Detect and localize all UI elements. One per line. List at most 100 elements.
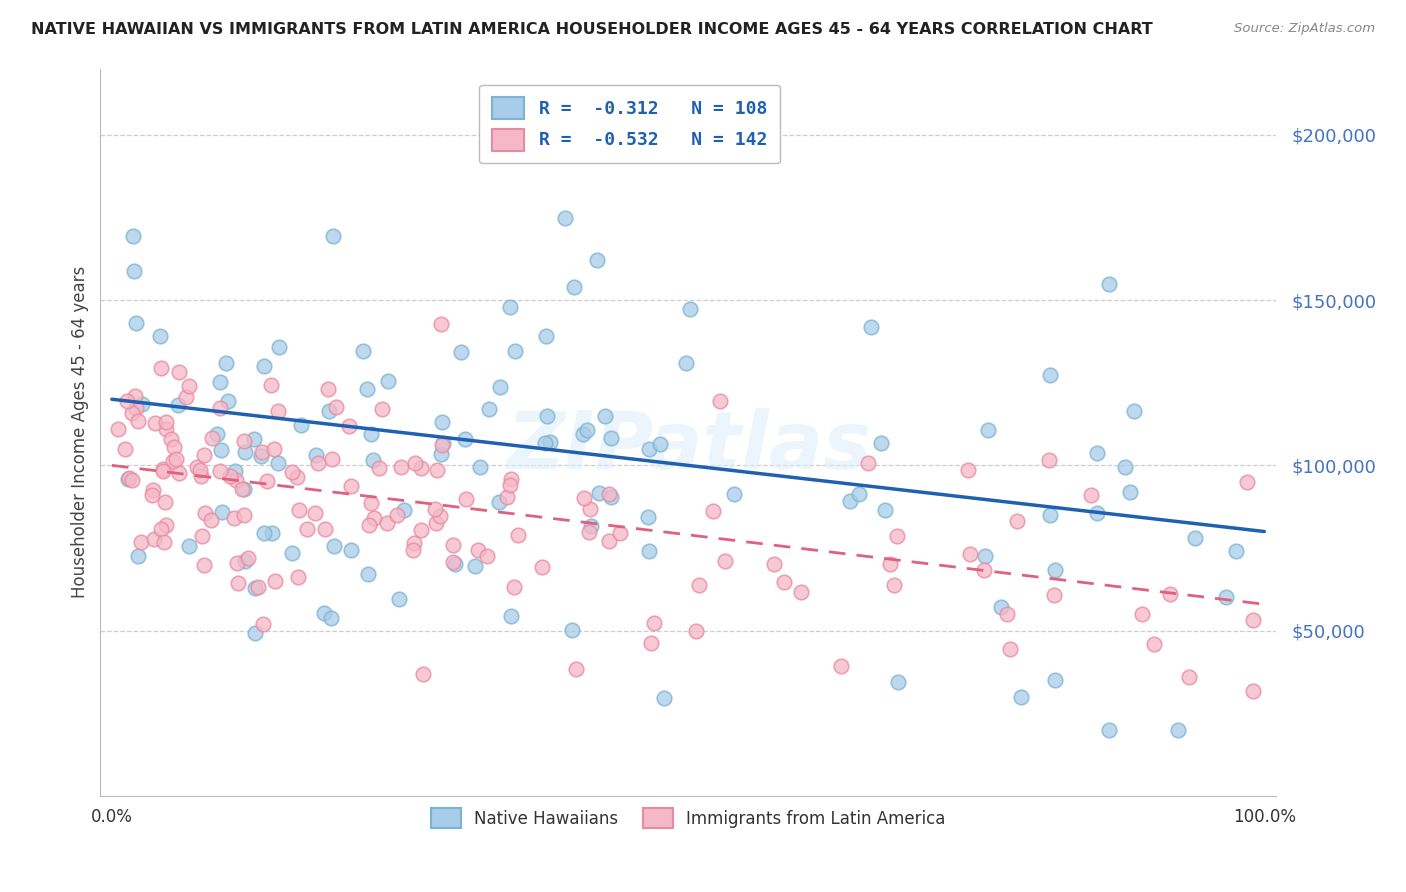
Point <box>325 400 347 414</box>
Point <box>609 526 631 541</box>
Point <box>231 483 253 497</box>
Point <box>1098 723 1121 737</box>
Point <box>959 547 981 561</box>
Point <box>288 503 311 517</box>
Point <box>499 472 522 486</box>
Point <box>190 529 212 543</box>
Point <box>218 468 240 483</box>
Text: Source: ZipAtlas.com: Source: ZipAtlas.com <box>1234 22 1375 36</box>
Point <box>1038 453 1060 467</box>
Point <box>194 506 217 520</box>
Point <box>208 401 231 416</box>
Point <box>1080 488 1102 502</box>
Point <box>1143 637 1166 651</box>
Point <box>290 417 312 432</box>
Point <box>685 624 707 638</box>
Point <box>357 567 380 582</box>
Point <box>153 535 176 549</box>
Point <box>263 574 285 588</box>
Point <box>165 452 187 467</box>
Point <box>322 229 344 244</box>
Point <box>588 486 610 500</box>
Point <box>478 401 501 416</box>
Point <box>454 432 477 446</box>
Point <box>1184 531 1206 545</box>
Point <box>702 504 724 518</box>
Point <box>464 558 486 573</box>
Point <box>593 409 616 424</box>
Point <box>127 414 149 428</box>
Point <box>637 442 659 456</box>
Point <box>245 625 267 640</box>
Point <box>579 502 602 516</box>
Point <box>122 263 145 277</box>
Point <box>879 558 901 572</box>
Point <box>190 463 212 477</box>
Point <box>957 463 980 477</box>
Point <box>990 600 1012 615</box>
Point <box>499 608 522 623</box>
Point <box>650 436 672 450</box>
Point <box>201 431 224 445</box>
Point <box>252 445 274 459</box>
Point <box>637 510 659 524</box>
Point <box>363 510 385 524</box>
Point <box>224 464 246 478</box>
Point <box>232 434 254 449</box>
Point <box>339 479 361 493</box>
Point <box>363 452 385 467</box>
Point <box>267 340 290 354</box>
Point <box>118 470 141 484</box>
Point <box>232 508 254 523</box>
Point <box>131 397 153 411</box>
Point <box>430 317 453 331</box>
Point <box>838 494 860 508</box>
Point <box>143 416 166 430</box>
Point <box>281 465 304 479</box>
Point <box>127 549 149 563</box>
Point <box>598 533 620 548</box>
Point <box>860 320 883 334</box>
Point <box>638 544 661 558</box>
Point <box>974 549 997 563</box>
Point <box>475 549 498 563</box>
Point <box>1005 514 1028 528</box>
Point <box>243 432 266 446</box>
Text: ZIPatlas: ZIPatlas <box>506 408 870 486</box>
Point <box>1130 607 1153 621</box>
Point <box>321 451 343 466</box>
Point <box>430 415 453 429</box>
Point <box>155 422 177 436</box>
Point <box>153 495 176 509</box>
Point <box>1010 690 1032 704</box>
Point <box>1039 508 1062 522</box>
Point <box>441 538 464 552</box>
Point <box>430 446 453 460</box>
Point <box>318 404 340 418</box>
Point <box>426 463 449 477</box>
Point <box>226 575 249 590</box>
Point <box>304 448 326 462</box>
Legend: Native Hawaiians, Immigrants from Latin America: Native Hawaiians, Immigrants from Latin … <box>423 801 952 835</box>
Point <box>142 483 165 497</box>
Point <box>236 551 259 566</box>
Point <box>371 401 394 416</box>
Point <box>316 382 339 396</box>
Point <box>773 574 796 589</box>
Point <box>1167 723 1189 737</box>
Point <box>496 490 519 504</box>
Y-axis label: Householder Income Ages 45 - 64 years: Householder Income Ages 45 - 64 years <box>72 266 89 599</box>
Point <box>977 423 1000 437</box>
Point <box>456 492 478 507</box>
Point <box>714 554 737 568</box>
Point <box>1241 684 1264 698</box>
Point <box>225 556 247 570</box>
Point <box>252 616 274 631</box>
Point <box>217 394 239 409</box>
Point <box>883 578 905 592</box>
Point <box>470 459 492 474</box>
Point <box>232 482 254 496</box>
Point <box>377 374 399 388</box>
Point <box>211 505 233 519</box>
Point <box>430 438 453 452</box>
